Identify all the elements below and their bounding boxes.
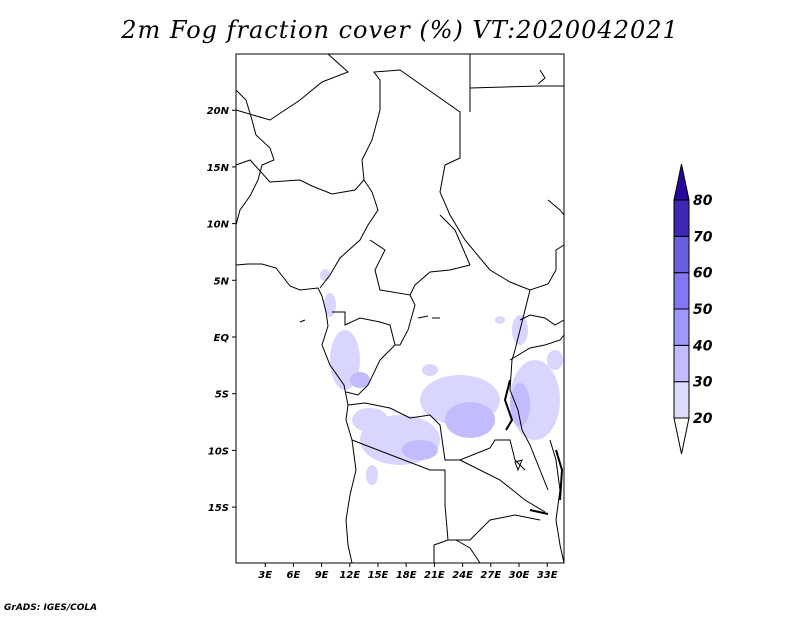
colorbar-label: 40 (692, 338, 713, 354)
longitude-axis: 3E 6E 9E 12E 15E 18E 21E 24E 27E 30E 33E (258, 563, 558, 581)
lat-tick-label: 5S (215, 390, 229, 401)
colorbar-segment (673, 199, 690, 237)
lat-tick-label: 15S (208, 503, 229, 514)
colorbar: 20 30 40 50 60 70 80 (673, 163, 713, 455)
colorbar-lower-arrow (673, 417, 690, 455)
lon-tick-label: 15E (368, 570, 389, 581)
colorbar-label: 70 (693, 229, 713, 245)
lat-tick-label: 5N (214, 276, 230, 287)
colorbar-segment (673, 272, 690, 310)
lon-tick-label: 9E (315, 570, 329, 581)
lon-tick-label: 12E (339, 570, 360, 581)
lat-tick-label: 10S (208, 446, 229, 457)
fog-area (510, 383, 530, 427)
lon-tick-label: 21E (424, 570, 445, 581)
lat-tick-label: 15N (207, 163, 230, 174)
lat-tick-label: EQ (214, 333, 230, 344)
lat-tick-label: 10N (207, 220, 230, 231)
colorbar-label: 50 (693, 302, 713, 318)
lon-tick-label: 18E (396, 570, 417, 581)
fog-area (445, 402, 495, 438)
fog-area (402, 440, 438, 460)
colorbar-segment (673, 235, 690, 274)
fog-area (320, 269, 330, 281)
lon-tick-label: 27E (480, 570, 501, 581)
colorbar-label: 30 (693, 375, 713, 391)
grads-credit: GrADS: IGES/COLA (4, 603, 98, 613)
fog-area (422, 364, 438, 376)
colorbar-label: 20 (693, 411, 713, 427)
coastlines-borders (235, 53, 565, 564)
fog-shading (320, 269, 563, 485)
latitude-axis: 20N 15N 10N 5N EQ 5S 10S 15S (207, 106, 236, 514)
colorbar-label: 60 (693, 266, 713, 282)
fog-area (547, 350, 563, 370)
colorbar-segment (673, 344, 690, 383)
lon-tick-label: 24E (452, 570, 473, 581)
map-frame (235, 53, 565, 564)
colorbar-segment (673, 381, 690, 419)
lat-tick-label: 20N (207, 106, 230, 117)
fog-area (366, 465, 378, 485)
fog-area (350, 372, 370, 388)
chart-title: 2m Fog fraction cover (%) VT:2020042021 (121, 16, 679, 44)
colorbar-label: 80 (693, 193, 713, 209)
colorbar-upper-arrow (673, 163, 690, 201)
fog-area (495, 316, 505, 324)
lon-tick-label: 33E (537, 570, 558, 581)
colorbar-segment (673, 308, 690, 346)
lon-tick-label: 6E (287, 570, 301, 581)
lon-tick-label: 30E (509, 570, 530, 581)
lon-tick-label: 3E (258, 570, 272, 581)
fog-area (352, 408, 388, 432)
fog-area (324, 293, 336, 317)
